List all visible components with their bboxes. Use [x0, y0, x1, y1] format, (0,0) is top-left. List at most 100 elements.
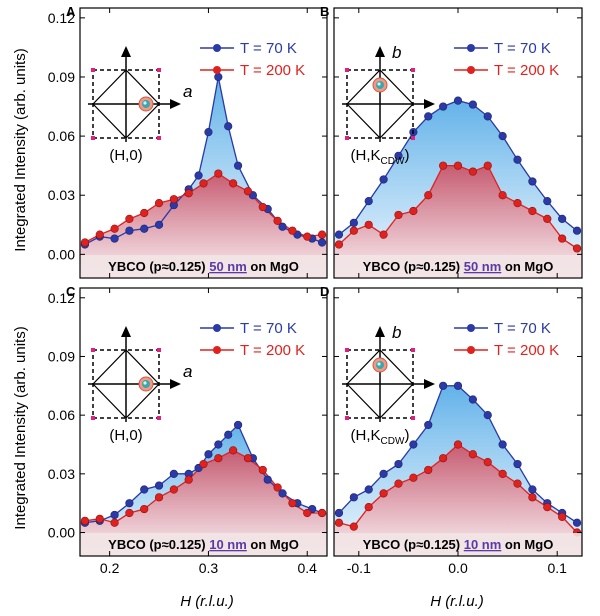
data-point-200k	[80, 516, 90, 525]
data-point-70k	[468, 395, 477, 404]
sample-thickness: 10 nm	[209, 537, 247, 552]
data-point-200k	[184, 189, 193, 198]
data-point-70k	[543, 197, 552, 206]
y-axis-title-lower: Integrated Intensity (arb. units)	[12, 326, 29, 529]
y-tick-label: 0.06	[48, 128, 75, 144]
data-point-70k	[224, 122, 233, 131]
cdw-peak-highlight	[143, 381, 147, 385]
data-point-200k	[303, 232, 312, 241]
reciprocal-lattice-inset: b (H,KCDW)	[342, 43, 435, 167]
legend-marker-70k	[467, 324, 475, 332]
y-tick-label: 0.00	[48, 246, 75, 262]
data-point-200k	[572, 244, 582, 253]
x-tick-label: 0.0	[448, 560, 468, 576]
data-point-70k	[317, 238, 327, 247]
arrow-right-icon	[424, 99, 435, 109]
data-point-200k	[303, 508, 312, 518]
x-tick-label: -0.1	[347, 560, 371, 576]
inset-caption: (H,KCDW)	[351, 427, 410, 447]
cdw-peak-highlight	[143, 101, 147, 105]
zone-corner-dot	[157, 68, 161, 72]
data-point-70k	[364, 197, 373, 206]
y-tick-label: 0.12	[48, 10, 75, 26]
legend-marker-200k	[467, 66, 475, 74]
data-point-70k	[498, 440, 507, 449]
reciprocal-lattice-inset: a (H,0)	[88, 326, 192, 444]
legend-label-70k: T = 70 K	[240, 320, 297, 337]
y-tick-label: 0.06	[48, 407, 75, 423]
data-point-200k	[513, 479, 522, 488]
data-point-200k	[334, 240, 344, 249]
reciprocal-lattice-inset: b (H,KCDW)	[342, 323, 435, 447]
sample-thickness: 50 nm	[209, 259, 247, 274]
sample-label-background	[335, 255, 581, 277]
panel-d: YBCO (p≈0.125) 10 nm on MgO D -0.1 0.0 0.1 T …	[320, 284, 583, 576]
data-point-70k	[483, 112, 492, 121]
sample-label-suffix: on MgO	[247, 537, 299, 552]
data-point-70k	[204, 450, 213, 459]
zone-corner-dot	[157, 136, 161, 140]
data-point-70k	[233, 161, 243, 170]
sample-label-background	[335, 533, 581, 555]
data-point-70k	[140, 224, 149, 233]
legend-label-70k: T = 70 K	[494, 40, 551, 57]
y-tick-label: 0.09	[48, 69, 75, 85]
data-point-70k	[572, 518, 582, 527]
data-point-200k	[558, 512, 567, 521]
data-point-200k	[110, 224, 119, 233]
legend-label-200k: T = 200 K	[494, 62, 559, 79]
data-point-70k	[154, 481, 164, 490]
panel-a: YBCO (p≈0.125) 50 nm on MgO A 0.00 0.03 0.06…	[48, 4, 328, 279]
data-point-200k	[394, 479, 403, 488]
legend-marker-70k	[213, 44, 221, 52]
data-point-70k	[453, 381, 463, 390]
inset-caption-main: (H,K	[351, 147, 381, 164]
panel-b: YBCO (p≈0.125) 50 nm on MgO B T = 70 K T = …	[320, 4, 583, 279]
data-point-200k	[424, 465, 433, 475]
data-point-70k	[483, 411, 492, 420]
data-point-70k	[558, 214, 567, 223]
data-point-70k	[349, 493, 358, 502]
data-point-70k	[125, 499, 134, 508]
data-point-200k	[364, 502, 373, 512]
data-point-200k	[199, 459, 208, 469]
data-point-200k	[154, 493, 164, 502]
sample-label-prefix: YBCO (p≈0.125)	[363, 537, 464, 552]
sample-thickness: 50 nm	[464, 259, 502, 274]
data-point-200k	[169, 195, 178, 204]
x-axis-title-right: H (r.l.u.)	[430, 593, 484, 610]
zone-corner-dot	[157, 416, 161, 420]
y-tick-label: 0.09	[48, 348, 75, 364]
sample-label-suffix: on MgO	[247, 259, 299, 274]
sample-label-prefix: YBCO (p≈0.125)	[108, 259, 209, 274]
data-point-200k	[80, 238, 90, 247]
data-point-200k	[528, 206, 537, 216]
data-point-200k	[409, 206, 418, 216]
data-point-200k	[243, 454, 253, 463]
panel-frame	[79, 287, 328, 557]
data-point-200k	[453, 161, 463, 170]
y-tick-label: 0.12	[48, 290, 75, 306]
y-tick-label: 0.03	[48, 466, 75, 482]
panel-plot-area	[80, 72, 327, 278]
data-point-200k	[125, 508, 134, 518]
data-point-200k	[453, 440, 463, 449]
data-point-200k	[140, 208, 149, 218]
data-point-200k	[214, 169, 223, 178]
data-point-70k	[379, 469, 388, 478]
data-point-200k	[468, 450, 477, 459]
data-point-200k	[394, 210, 403, 220]
data-point-200k	[379, 489, 388, 498]
x-tick-label: 0.3	[199, 560, 219, 576]
data-point-200k	[258, 202, 267, 212]
data-point-200k	[214, 454, 223, 463]
data-point-70k	[394, 459, 403, 469]
data-point-70k	[125, 226, 134, 235]
arrow-up-icon	[375, 326, 385, 337]
panel-c: YBCO (p≈0.125) 10 nm on MgO C 0.00 0.03 0.06…	[48, 284, 328, 576]
y-tick-label: 0.00	[48, 525, 75, 541]
data-point-70k	[364, 485, 373, 494]
panel-plot-area	[334, 96, 582, 278]
data-point-70k	[439, 102, 448, 111]
data-point-70k	[498, 132, 507, 141]
